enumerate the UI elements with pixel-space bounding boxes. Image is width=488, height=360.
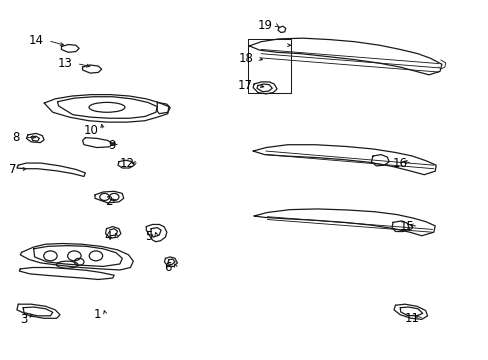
Text: 5: 5 — [145, 230, 152, 243]
Text: 16: 16 — [392, 157, 407, 170]
Text: 4: 4 — [104, 230, 112, 243]
Text: 12: 12 — [120, 157, 135, 170]
Text: 6: 6 — [164, 261, 171, 274]
Text: 1: 1 — [94, 308, 101, 321]
Text: 3: 3 — [20, 313, 28, 326]
Text: 11: 11 — [404, 312, 419, 325]
Text: 13: 13 — [58, 57, 72, 70]
Text: 7: 7 — [9, 163, 17, 176]
Text: 8: 8 — [12, 131, 20, 144]
Text: 2: 2 — [104, 195, 112, 208]
Text: 9: 9 — [108, 139, 115, 152]
Text: 19: 19 — [257, 19, 272, 32]
Text: 15: 15 — [399, 220, 413, 233]
Text: 14: 14 — [29, 34, 43, 47]
Text: 10: 10 — [84, 124, 99, 137]
Text: 18: 18 — [238, 52, 253, 65]
Text: 17: 17 — [238, 79, 253, 92]
